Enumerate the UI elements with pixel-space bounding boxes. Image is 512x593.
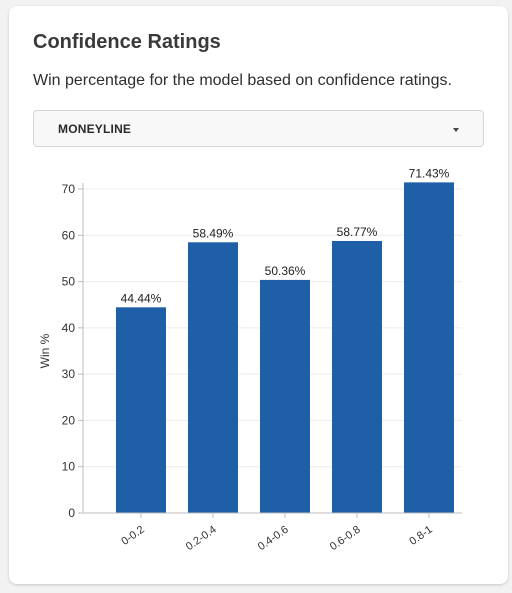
bar-0.2-0.4 bbox=[188, 242, 238, 514]
card-title: Confidence Ratings bbox=[33, 31, 221, 53]
x-category-label: 0.2-0.4 bbox=[184, 524, 219, 553]
bar-data-label: 44.44% bbox=[121, 291, 162, 305]
card-subtitle: Win percentage for the model based on co… bbox=[33, 72, 452, 89]
y-tick-label: 70 bbox=[62, 182, 76, 196]
market-type-select-value: MONEYLINE bbox=[58, 122, 132, 136]
bar-data-label: 58.49% bbox=[193, 226, 234, 240]
y-axis-label: Win % bbox=[38, 333, 52, 368]
y-tick-label: 50 bbox=[62, 275, 76, 289]
caret-down-icon bbox=[453, 128, 459, 132]
y-tick-label: 30 bbox=[62, 367, 76, 381]
market-type-select[interactable]: MONEYLINE bbox=[33, 110, 484, 147]
y-tick-label: 40 bbox=[62, 321, 76, 335]
x-category-label: 0.4-0.6 bbox=[256, 524, 291, 553]
bar-data-label: 58.77% bbox=[337, 225, 378, 239]
bar-0-0.2 bbox=[116, 307, 166, 513]
x-category-label: 0-0.2 bbox=[119, 524, 146, 548]
bar-0.6-0.8 bbox=[332, 240, 382, 513]
x-category-label: 0.6-0.8 bbox=[328, 524, 363, 553]
bar-0.8-1 bbox=[404, 182, 454, 513]
y-tick-label: 0 bbox=[68, 506, 75, 520]
x-category-label: 0.8-1 bbox=[407, 524, 434, 548]
confidence-ratings-card: Confidence Ratings Win percentage for th… bbox=[9, 6, 508, 584]
bar-0.4-0.6 bbox=[260, 279, 310, 513]
win-percentage-bar-chart: 0 10 20 30 40 50 60 70 Win % 44.44% 0-0.2 58.49% 0.2… bbox=[38, 166, 462, 553]
y-tick-label: 10 bbox=[62, 460, 76, 474]
bar-data-label: 71.43% bbox=[409, 166, 450, 180]
y-tick-label: 20 bbox=[62, 413, 76, 427]
y-tick-label: 60 bbox=[62, 228, 76, 242]
bar-data-label: 50.36% bbox=[265, 264, 306, 278]
